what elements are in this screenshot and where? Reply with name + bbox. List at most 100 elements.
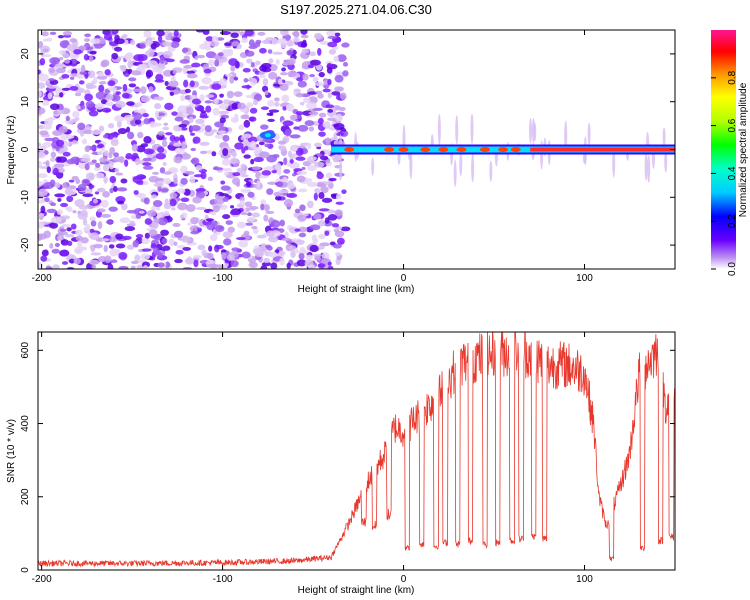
noise-blob (57, 34, 64, 39)
noise-blob (63, 59, 71, 64)
noise-blob (199, 150, 208, 155)
noise-blob (247, 191, 255, 198)
carrier-peak (510, 147, 521, 152)
noise-blob (89, 232, 100, 240)
noise-blob (91, 264, 97, 269)
y-tick-label: 0 (20, 567, 31, 573)
noise-blob (279, 83, 289, 91)
noise-blob (283, 169, 291, 174)
noise-blob (163, 210, 170, 217)
noise-blob (126, 131, 135, 140)
colorbar-tick-label: 0.2 (727, 214, 738, 228)
noise-blob (214, 59, 220, 67)
noise-blob (49, 103, 60, 111)
noise-blob (143, 118, 151, 125)
noise-blob (80, 209, 88, 217)
noise-blob (242, 68, 251, 73)
noise-blob (250, 158, 255, 165)
noise-blob (93, 198, 98, 204)
carrier-peak (479, 147, 490, 152)
noise-blob (326, 67, 333, 74)
noise-blob (103, 244, 108, 253)
noise-blob (227, 126, 233, 134)
noise-blob (326, 159, 331, 164)
noise-blob (84, 93, 93, 102)
noise-blob (167, 33, 173, 38)
noise-blob (129, 220, 135, 226)
noise-blob (182, 246, 191, 251)
noise-blob (228, 58, 238, 66)
y-tick-label: 0 (20, 146, 31, 152)
carrier-peak (398, 147, 409, 152)
noise-blob (169, 91, 175, 96)
noise-blob (295, 92, 304, 98)
noise-blob (257, 31, 266, 36)
noise-blob (243, 154, 251, 159)
noise-blob (54, 193, 66, 198)
noise-blob (104, 69, 111, 76)
noise-blob (191, 95, 197, 99)
noise-blob (46, 208, 57, 214)
noise-blob (127, 60, 133, 69)
streak-blob (644, 152, 648, 181)
noise-blob (240, 163, 246, 170)
noise-blob (133, 190, 139, 195)
noise-blob (250, 61, 255, 68)
noise-blob (206, 223, 216, 231)
noise-blob (218, 103, 229, 110)
noise-blob (248, 116, 255, 122)
noise-blob (148, 175, 160, 183)
noise-blob (107, 80, 116, 87)
noise-blob (149, 121, 157, 128)
noise-blob (195, 30, 205, 33)
noise-blob (307, 64, 314, 69)
top-y-axis-label: Frequency (Hz) (6, 116, 17, 185)
noise-blob (176, 188, 186, 194)
noise-blob (274, 195, 282, 201)
noise-blob (317, 93, 324, 99)
noise-blob (157, 262, 165, 268)
noise-blob (325, 148, 331, 156)
noise-blob (173, 177, 178, 185)
noise-blob (322, 88, 331, 93)
streak-blob (529, 118, 533, 144)
noise-blob (48, 67, 55, 73)
noise-blob (327, 209, 336, 214)
noise-blob (299, 204, 306, 212)
noise-blob (55, 62, 63, 68)
noise-blob (70, 59, 78, 65)
noise-blob (58, 231, 69, 236)
noise-blob (263, 214, 269, 222)
noise-blob (177, 202, 188, 211)
noise-blob (261, 39, 271, 45)
noise-blob (287, 70, 297, 78)
noise-blob (62, 53, 70, 59)
noise-blob (65, 115, 70, 122)
noise-blob (160, 229, 169, 236)
noise-blob (226, 254, 235, 261)
noise-blob (242, 133, 252, 139)
noise-blob (49, 222, 59, 229)
noise-blob (297, 188, 308, 193)
noise-blob (179, 214, 185, 220)
noise-blob (327, 41, 338, 48)
noise-blob (163, 171, 172, 175)
noise-blob (286, 183, 296, 190)
noise-blob (135, 213, 142, 219)
noise-blob (81, 178, 91, 186)
colorbar-tick-label: 0.4 (727, 166, 738, 180)
noise-blob (327, 78, 332, 86)
noise-blob (292, 37, 301, 43)
noise-blob (316, 172, 324, 180)
streak-blob (471, 153, 475, 183)
noise-blob (305, 254, 314, 260)
noise-blob (60, 239, 69, 246)
noise-blob (75, 235, 83, 242)
noise-blob (299, 246, 306, 254)
noise-blob (334, 113, 343, 122)
noise-blob (333, 38, 342, 43)
noise-blob (50, 151, 57, 158)
noise-blob (152, 199, 163, 207)
noise-blob (230, 205, 235, 209)
